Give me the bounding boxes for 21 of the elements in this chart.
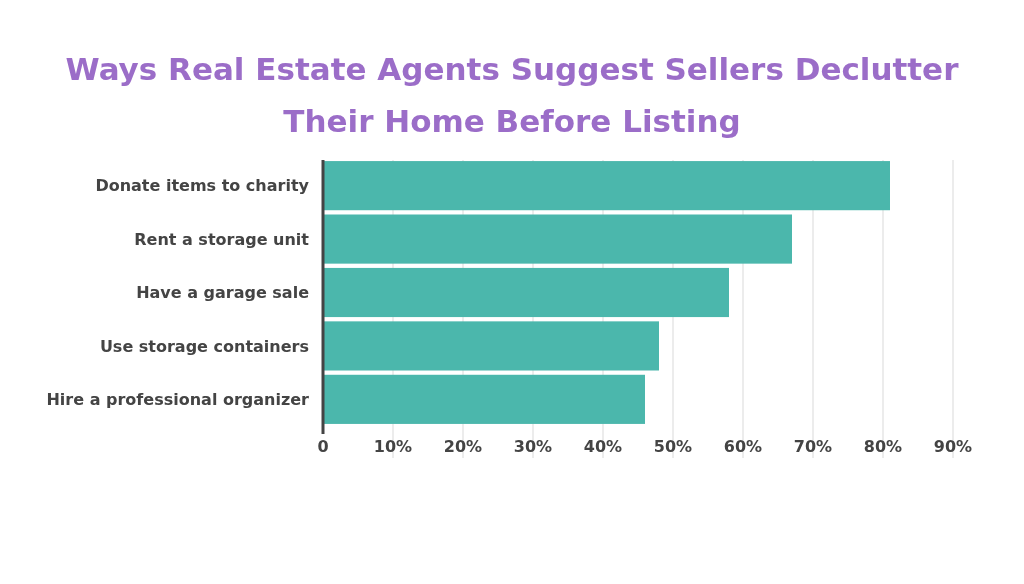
y-tick-label: Have a garage sale [136,283,310,303]
y-tick-label: Rent a storage unit [134,229,310,249]
chart-title: Ways Real Estate Agents Suggest Sellers Declutter Their Home Before Listing [65,51,960,139]
bar [323,267,729,318]
bar [323,161,890,211]
x-tick-label: 0 [317,437,329,456]
y-tick-label: Hire a professional organizer [46,389,310,409]
bar [323,374,645,424]
x-tick-label: 90% [933,437,973,456]
bar [323,321,659,371]
bar [323,214,792,264]
x-tick-label: 50% [653,437,693,456]
x-tick-label: 30% [513,437,553,456]
x-tick-label: 80% [863,437,903,456]
y-tick-label: Donate items to charity [95,176,310,196]
x-tick-label: 40% [583,437,623,456]
x-tick-label: 20% [443,437,483,456]
y-tick-label: Use storage containers [99,336,309,356]
x-tick-label: 10% [373,437,413,456]
x-tick-label: 70% [793,437,833,456]
x-tick-label: 60% [723,437,763,456]
